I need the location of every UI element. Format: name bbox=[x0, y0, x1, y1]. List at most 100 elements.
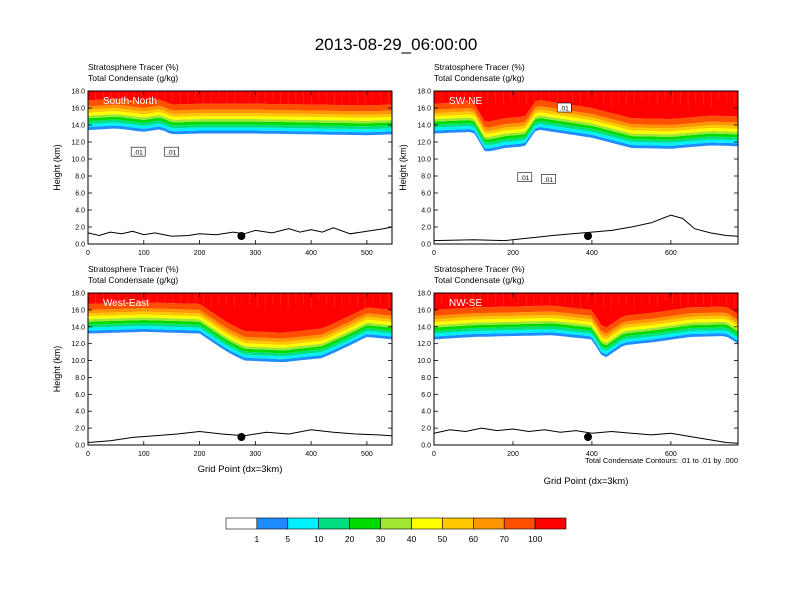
y-tick-label: 0.0 bbox=[75, 242, 85, 249]
tracer-band-level-10 bbox=[88, 91, 392, 106]
x-tick-label: 200 bbox=[194, 250, 206, 257]
tracer-band-level-3 bbox=[434, 326, 738, 352]
contour-label: .01 bbox=[167, 150, 176, 157]
tracer-band-level-8 bbox=[434, 311, 738, 337]
colorbar-label: 20 bbox=[345, 534, 355, 544]
panel-header-line: Stratosphere Tracer (%) bbox=[434, 264, 525, 274]
colorbar-swatch bbox=[411, 517, 443, 530]
panel-south-north: Stratosphere Tracer (%)Total Condensate … bbox=[52, 62, 393, 257]
tracer-band-level-2 bbox=[434, 123, 738, 149]
colorbar-label: 70 bbox=[499, 534, 509, 544]
y-tick-label: 10.0 bbox=[417, 358, 431, 365]
tracer-band-level-9 bbox=[88, 98, 392, 112]
y-tick-label: 12.0 bbox=[71, 341, 85, 348]
tracer-band-level-9 bbox=[434, 100, 738, 128]
tracer-band-level-8 bbox=[88, 104, 392, 115]
x-tick-label: 400 bbox=[305, 451, 317, 458]
panel-header-line: Stratosphere Tracer (%) bbox=[88, 264, 179, 274]
contour-label: .01 bbox=[134, 150, 143, 157]
y-tick-label: 0.0 bbox=[421, 443, 431, 450]
colorbar-label: 100 bbox=[528, 534, 542, 544]
x-tick-label: 600 bbox=[665, 250, 677, 257]
tracer-band-level-3 bbox=[88, 119, 392, 130]
x-tick-label: 0 bbox=[432, 250, 436, 257]
y-tick-label: 16.0 bbox=[417, 106, 431, 113]
contour-label-box bbox=[517, 172, 533, 182]
terrain-line bbox=[88, 226, 392, 237]
tracer-band-level-3 bbox=[88, 323, 392, 357]
x-tick-label: 200 bbox=[194, 451, 206, 458]
panel-group: Stratosphere Tracer (%)Total Condensate … bbox=[52, 62, 739, 487]
panel-header-line: Total Condensate (g/kg) bbox=[434, 275, 524, 285]
tracer-band-level-6 bbox=[434, 318, 738, 343]
x-tick-label: 0 bbox=[86, 451, 90, 458]
tracer-band-level-2 bbox=[88, 325, 392, 360]
colorbar-swatch bbox=[256, 517, 289, 530]
colorbar-swatch bbox=[318, 517, 350, 530]
tracer-band-level-2 bbox=[88, 122, 392, 133]
tracer-band-level-6 bbox=[88, 314, 392, 348]
tracer-band-level-10 bbox=[434, 293, 738, 328]
tracer-band-level-1 bbox=[88, 328, 392, 363]
y-tick-label: 6.0 bbox=[421, 392, 431, 399]
tracer-band-level-7 bbox=[434, 109, 738, 134]
plot-frame bbox=[433, 90, 739, 245]
panel-label: West-East bbox=[103, 298, 149, 309]
y-tick-label: 2.0 bbox=[421, 225, 431, 232]
tracer-field bbox=[434, 293, 738, 358]
tracer-band-level-2 bbox=[434, 329, 738, 355]
y-tick-label: 8.0 bbox=[75, 174, 85, 181]
contour-label-box bbox=[164, 146, 179, 157]
colorbar-swatch bbox=[534, 517, 567, 530]
y-axis-label: Height (km) bbox=[52, 144, 62, 191]
y-tick-label: 14.0 bbox=[417, 123, 431, 130]
y-tick-label: 4.0 bbox=[75, 208, 85, 215]
y-tick-label: 10.0 bbox=[71, 358, 85, 365]
colorbar-label: 5 bbox=[285, 534, 290, 544]
x-tick-label: 400 bbox=[305, 250, 317, 257]
colorbar: 1 5 10 20 30 40 50 60 70 100 bbox=[225, 517, 567, 544]
tracer-band-level-3 bbox=[434, 120, 738, 146]
y-tick-label: 14.0 bbox=[71, 123, 85, 130]
y-tick-label: 16.0 bbox=[71, 106, 85, 113]
y-tick-label: 14.0 bbox=[71, 324, 85, 331]
y-tick-label: 16.0 bbox=[417, 307, 431, 314]
y-tick-label: 12.0 bbox=[417, 341, 431, 348]
y-tick-label: 10.0 bbox=[71, 157, 85, 164]
colorbar-label: 30 bbox=[376, 534, 386, 544]
y-tick-label: 4.0 bbox=[421, 208, 431, 215]
tracer-band-level-7 bbox=[434, 315, 738, 340]
tracer-band-level-9 bbox=[434, 305, 738, 334]
colorbar-label: 1 bbox=[255, 534, 260, 544]
colorbar-swatch bbox=[442, 517, 474, 530]
contour-label-box bbox=[556, 102, 572, 113]
tracer-band-level-1 bbox=[88, 125, 392, 136]
panel-header-line: Total Condensate (g/kg) bbox=[88, 275, 178, 285]
tracer-band-level-4 bbox=[434, 118, 738, 143]
colorbar-swatch bbox=[472, 517, 505, 530]
x-axis-label: Grid Point (dx=3km) bbox=[544, 476, 629, 487]
location-marker bbox=[584, 433, 592, 441]
colorbar-swatch bbox=[349, 517, 381, 530]
tracer-band-level-6 bbox=[88, 111, 392, 121]
panel-nw-se: Stratosphere Tracer (%)Total Condensate … bbox=[417, 264, 739, 487]
tracer-band-level-9 bbox=[88, 302, 392, 339]
tracer-band-level-4 bbox=[88, 320, 392, 354]
tracer-band-level-4 bbox=[434, 323, 738, 349]
location-marker bbox=[584, 232, 592, 240]
location-marker bbox=[237, 433, 246, 441]
tracer-field bbox=[434, 91, 738, 152]
panel-header-line: Total Condensate (g/kg) bbox=[434, 73, 524, 83]
panel-label: SW-NE bbox=[449, 96, 482, 107]
x-tick-label: 300 bbox=[249, 451, 261, 458]
panel-header-line: Stratosphere Tracer (%) bbox=[434, 62, 525, 72]
y-tick-label: 18.0 bbox=[417, 291, 431, 298]
location-marker bbox=[237, 232, 246, 240]
colorbar-swatch bbox=[287, 517, 319, 530]
x-tick-label: 300 bbox=[249, 250, 261, 257]
y-tick-label: 4.0 bbox=[75, 409, 85, 416]
x-tick-label: 600 bbox=[665, 451, 677, 458]
x-tick-label: 200 bbox=[507, 250, 519, 257]
x-tick-label: 200 bbox=[507, 451, 519, 458]
